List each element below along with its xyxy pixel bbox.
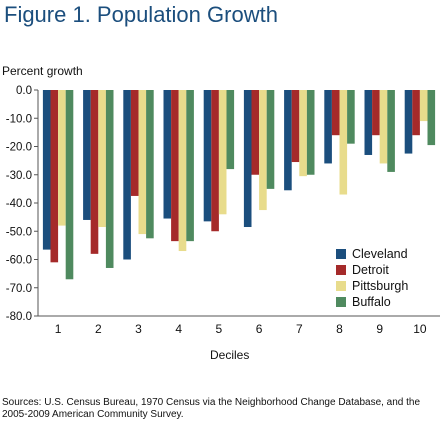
bar-buffalo-decile-8: [347, 90, 355, 144]
bar-detroit-decile-1: [50, 90, 59, 263]
legend-swatch: [336, 281, 346, 291]
x-tick-label: 4: [175, 322, 182, 336]
bar-pittsburgh-decile-9: [379, 90, 388, 164]
bar-buffalo-decile-5: [226, 90, 235, 170]
bar-detroit-decile-5: [211, 90, 219, 232]
bar-cleveland-decile-4: [163, 90, 172, 219]
bar-cleveland-decile-2: [83, 90, 91, 220]
bar-buffalo-decile-7: [306, 90, 315, 175]
y-tick-label: 0.0: [16, 85, 32, 97]
bar-detroit-decile-10: [412, 90, 420, 136]
legend-swatch: [336, 297, 346, 307]
bar-buffalo-decile-1: [65, 90, 74, 280]
bar-pittsburgh-decile-8: [339, 90, 348, 195]
bar-layer: [42, 90, 436, 280]
legend-label: Pittsburgh: [352, 279, 409, 293]
bar-cleveland-decile-1: [42, 90, 51, 250]
y-tick-label: -30.0: [6, 170, 32, 182]
legend-item-buffalo: Buffalo: [336, 294, 408, 310]
y-tick-label: -80.0: [6, 311, 32, 323]
chart-title: Figure 1. Population Growth: [4, 2, 278, 27]
x-tick-label: 3: [135, 322, 142, 336]
bar-pittsburgh-decile-10: [419, 90, 428, 122]
bar-detroit-decile-4: [171, 90, 179, 242]
x-tick-label: 2: [95, 322, 102, 336]
bar-detroit-decile-6: [251, 90, 260, 175]
bar-pittsburgh-decile-2: [98, 90, 106, 228]
bar-cleveland-decile-3: [123, 90, 131, 260]
legend-swatch: [336, 265, 346, 275]
y-axis-ticks: 0.0 -10.0 -20.0 -30.0 -40.0 -50.0 -60.0 -70.0 -8…: [6, 85, 38, 323]
bar-pittsburgh-decile-1: [58, 90, 66, 226]
x-axis-label: Deciles: [210, 348, 250, 362]
bar-buffalo-decile-6: [266, 90, 275, 189]
bar-chart: 0.0 -10.0 -20.0 -30.0 -40.0 -50.0 -60.0 -70.0 -8…: [6, 85, 440, 336]
legend-item-cleveland: Cleveland: [336, 246, 408, 262]
y-tick-label: -70.0: [6, 283, 32, 295]
y-tick-label: -50.0: [6, 226, 32, 238]
y-tick-label: -40.0: [6, 198, 32, 210]
x-tick-label: 7: [296, 322, 303, 336]
bar-pittsburgh-decile-5: [218, 90, 227, 215]
bar-cleveland-decile-6: [243, 90, 252, 228]
legend-label: Cleveland: [352, 247, 408, 261]
bar-detroit-decile-7: [291, 90, 300, 163]
bar-pittsburgh-decile-3: [138, 90, 147, 235]
legend-label: Detroit: [352, 263, 389, 277]
x-tick-label: 8: [336, 322, 343, 336]
bar-buffalo-decile-10: [427, 90, 436, 146]
bar-buffalo-decile-3: [146, 90, 154, 239]
x-tick-label: 10: [413, 322, 427, 336]
bar-detroit-decile-9: [372, 90, 380, 136]
bar-buffalo-decile-9: [387, 90, 395, 172]
legend-item-detroit: Detroit: [336, 262, 408, 278]
x-tick-label: 5: [216, 322, 223, 336]
source-note: Sources: U.S. Census Bureau, 1970 Census…: [2, 397, 421, 420]
x-tick-label: 6: [256, 322, 263, 336]
y-axis-label: Percent growth: [2, 64, 83, 78]
bar-detroit-decile-3: [130, 90, 139, 196]
bar-pittsburgh-decile-6: [259, 90, 267, 211]
bar-cleveland-decile-5: [203, 90, 212, 222]
y-tick-label: -10.0: [6, 113, 32, 125]
bar-detroit-decile-2: [90, 90, 99, 254]
bar-cleveland-decile-7: [284, 90, 292, 191]
legend-item-pittsburgh: Pittsburgh: [336, 278, 408, 294]
x-tick-label: 1: [55, 322, 62, 336]
y-tick-label: -60.0: [6, 255, 32, 267]
bar-cleveland-decile-10: [404, 90, 413, 154]
bar-detroit-decile-8: [331, 90, 340, 136]
legend-swatch: [336, 249, 346, 259]
bar-buffalo-decile-4: [186, 90, 194, 242]
bar-pittsburgh-decile-7: [299, 90, 307, 177]
bar-buffalo-decile-2: [105, 90, 114, 268]
x-axis-ticks: 1 2 3 4 5 6 7 8 9 10: [55, 322, 427, 336]
chart-legend: Cleveland Detroit Pittsburgh Buffalo: [336, 246, 408, 310]
bar-pittsburgh-decile-4: [178, 90, 187, 252]
y-tick-label: -20.0: [6, 142, 32, 154]
x-tick-label: 9: [376, 322, 383, 336]
legend-label: Buffalo: [352, 295, 391, 309]
bar-cleveland-decile-9: [364, 90, 373, 155]
bar-cleveland-decile-8: [324, 90, 332, 164]
